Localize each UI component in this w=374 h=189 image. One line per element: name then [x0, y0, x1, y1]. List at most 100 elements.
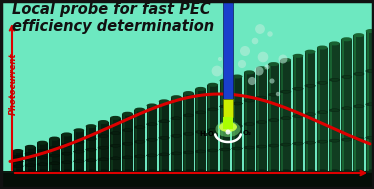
Bar: [111, 118, 113, 171]
Ellipse shape: [341, 75, 352, 78]
Bar: [318, 48, 320, 171]
Ellipse shape: [329, 139, 340, 142]
Bar: [0, 173, 374, 189]
Ellipse shape: [86, 124, 96, 128]
Ellipse shape: [135, 126, 145, 129]
Bar: [367, 31, 368, 171]
Ellipse shape: [159, 169, 169, 173]
Ellipse shape: [183, 114, 194, 117]
Ellipse shape: [110, 144, 121, 147]
Ellipse shape: [244, 99, 255, 102]
Bar: [196, 89, 198, 171]
Ellipse shape: [74, 150, 84, 153]
Bar: [305, 52, 316, 171]
Bar: [147, 105, 150, 171]
Text: Photocurrent: Photocurrent: [9, 53, 18, 115]
Bar: [172, 97, 174, 171]
Bar: [13, 151, 16, 171]
Ellipse shape: [171, 152, 181, 155]
Bar: [122, 114, 133, 171]
Ellipse shape: [37, 163, 47, 166]
Bar: [135, 110, 137, 171]
Ellipse shape: [159, 136, 169, 139]
Bar: [233, 77, 234, 171]
Bar: [282, 60, 283, 171]
Ellipse shape: [232, 147, 242, 150]
Ellipse shape: [280, 117, 291, 120]
Bar: [74, 130, 84, 171]
Bar: [256, 68, 267, 171]
Bar: [38, 143, 40, 171]
Circle shape: [238, 60, 246, 68]
Ellipse shape: [280, 169, 291, 173]
Ellipse shape: [305, 169, 316, 173]
Ellipse shape: [256, 96, 267, 99]
Ellipse shape: [49, 146, 60, 149]
Ellipse shape: [341, 107, 352, 110]
Ellipse shape: [226, 129, 230, 135]
Ellipse shape: [269, 144, 279, 147]
Bar: [355, 35, 356, 171]
Ellipse shape: [305, 113, 315, 116]
Bar: [25, 147, 36, 171]
Ellipse shape: [195, 87, 206, 91]
Ellipse shape: [183, 132, 194, 135]
Ellipse shape: [122, 169, 133, 173]
Ellipse shape: [220, 169, 230, 173]
Bar: [160, 101, 162, 171]
Text: H₂O: H₂O: [200, 131, 214, 137]
Ellipse shape: [268, 169, 279, 173]
Ellipse shape: [61, 152, 72, 155]
Ellipse shape: [208, 169, 218, 173]
Bar: [223, 99, 233, 117]
Ellipse shape: [195, 150, 206, 153]
Circle shape: [267, 31, 273, 37]
Ellipse shape: [268, 62, 279, 66]
Bar: [366, 31, 374, 171]
Ellipse shape: [122, 156, 133, 159]
Circle shape: [248, 77, 256, 85]
Ellipse shape: [147, 169, 157, 173]
Ellipse shape: [74, 128, 84, 132]
Ellipse shape: [49, 136, 60, 141]
Ellipse shape: [293, 87, 303, 90]
Bar: [244, 72, 255, 171]
Bar: [61, 134, 72, 171]
Circle shape: [252, 38, 258, 44]
Bar: [280, 60, 291, 171]
Ellipse shape: [353, 33, 364, 37]
Ellipse shape: [37, 156, 47, 159]
Ellipse shape: [86, 148, 96, 151]
Ellipse shape: [25, 152, 36, 155]
Ellipse shape: [13, 169, 23, 173]
Ellipse shape: [147, 103, 157, 108]
Bar: [306, 52, 308, 171]
Ellipse shape: [61, 161, 72, 164]
Ellipse shape: [110, 157, 121, 160]
Ellipse shape: [292, 169, 303, 173]
Circle shape: [218, 57, 222, 61]
Bar: [330, 43, 332, 171]
Ellipse shape: [98, 146, 108, 149]
Ellipse shape: [329, 41, 340, 45]
Ellipse shape: [341, 169, 352, 173]
Bar: [49, 139, 60, 171]
Ellipse shape: [232, 74, 242, 79]
Ellipse shape: [244, 70, 255, 74]
Ellipse shape: [317, 81, 328, 84]
Ellipse shape: [37, 149, 47, 152]
Ellipse shape: [256, 145, 267, 148]
Ellipse shape: [74, 160, 84, 163]
Ellipse shape: [353, 137, 364, 140]
Bar: [62, 134, 64, 171]
Ellipse shape: [49, 154, 60, 157]
Circle shape: [254, 67, 264, 76]
Ellipse shape: [280, 90, 291, 93]
Bar: [50, 139, 52, 171]
Bar: [208, 85, 210, 171]
Ellipse shape: [366, 70, 374, 73]
Ellipse shape: [220, 148, 230, 151]
Bar: [245, 72, 247, 171]
Bar: [292, 56, 303, 171]
Bar: [220, 81, 230, 171]
